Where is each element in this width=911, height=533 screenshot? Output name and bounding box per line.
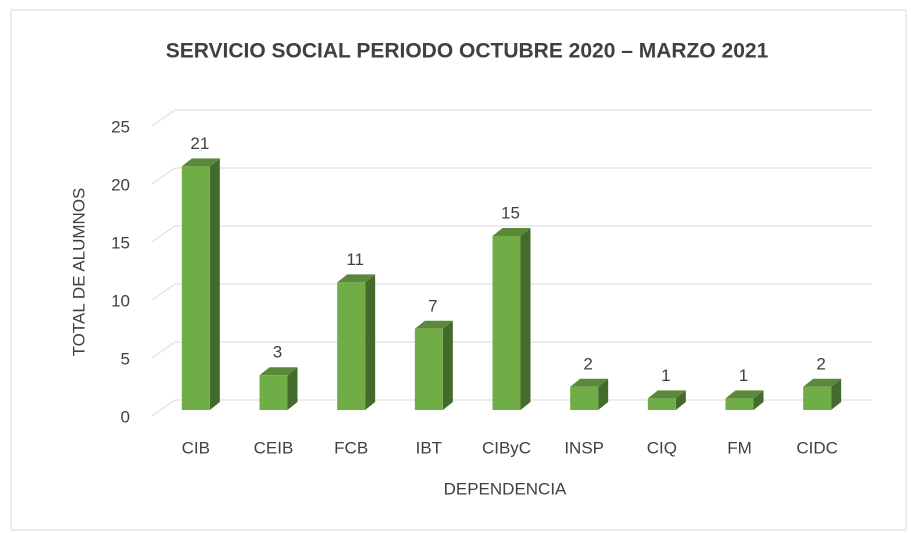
bar-side: [753, 390, 764, 410]
bar-top: [803, 378, 842, 387]
bar: [259, 367, 298, 410]
grid-line: [151, 109, 872, 127]
bar-top: [259, 367, 298, 376]
bar-front: [725, 398, 754, 410]
data-label: 2: [583, 354, 592, 373]
x-tick-label: IBT: [416, 438, 442, 457]
grid-line: [151, 225, 872, 243]
bar-side: [520, 228, 531, 410]
x-tick-label: FM: [727, 438, 752, 457]
bar-side: [365, 274, 376, 410]
bar: [570, 378, 609, 410]
y-axis-label: TOTAL DE ALUMNOS: [69, 188, 88, 357]
grid-line: [151, 167, 872, 185]
bar-front: [414, 328, 443, 410]
y-tick-label: 20: [111, 175, 130, 194]
data-label: 11: [346, 250, 364, 269]
bar-side: [287, 367, 298, 410]
data-label: 7: [428, 296, 437, 315]
bar: [725, 390, 764, 410]
bar-side: [442, 320, 453, 410]
bar-side: [209, 158, 220, 410]
grid-line: [151, 341, 872, 359]
bar-front: [570, 386, 599, 410]
y-tick-label: 15: [111, 233, 130, 252]
bar-top: [337, 274, 376, 283]
data-label: 3: [273, 343, 282, 362]
y-tick-label: 10: [111, 291, 130, 310]
bar-top: [725, 390, 764, 399]
bar-top: [181, 158, 220, 167]
grid-line: [151, 283, 872, 301]
bar: [181, 158, 220, 410]
x-axis-label: DEPENDENCIA: [444, 479, 567, 498]
chart-title: SERVICIO SOCIAL PERIODO OCTUBRE 2020 – M…: [166, 40, 769, 63]
x-tick-label: CIB: [182, 438, 210, 457]
bar: [803, 378, 842, 410]
bar-side: [598, 378, 609, 410]
data-label: 1: [661, 366, 670, 385]
bar: [492, 228, 531, 410]
bar-side: [831, 378, 842, 410]
x-tick-label: CIQ: [647, 438, 677, 457]
y-tick-label: 25: [111, 117, 130, 136]
data-label: 2: [816, 354, 825, 373]
bar: [414, 320, 453, 410]
x-tick-label: CIByC: [482, 438, 531, 457]
bar-top: [570, 378, 609, 387]
y-tick-label: 5: [121, 349, 130, 368]
bar-top: [647, 390, 686, 399]
chart-border: [10, 9, 907, 531]
x-tick-label: CEIB: [254, 438, 294, 457]
bar-top: [492, 228, 531, 236]
bar-front: [181, 166, 210, 410]
bar: [647, 390, 686, 410]
data-label: 1: [739, 366, 748, 385]
bar-front: [803, 386, 832, 410]
x-tick-label: INSP: [564, 438, 604, 457]
bar-side: [675, 390, 686, 410]
bar-front: [647, 398, 676, 410]
data-label: 15: [501, 203, 520, 222]
bar-top: [414, 320, 453, 329]
x-tick-label: CIDC: [796, 438, 838, 457]
y-tick-label: 0: [121, 407, 130, 426]
grid-line: [151, 399, 872, 417]
x-tick-label: FCB: [334, 438, 368, 457]
bar-front: [259, 375, 288, 410]
bar: [337, 274, 376, 410]
bar-front: [337, 282, 366, 410]
data-label: 21: [190, 134, 209, 153]
bar-front: [492, 236, 521, 410]
